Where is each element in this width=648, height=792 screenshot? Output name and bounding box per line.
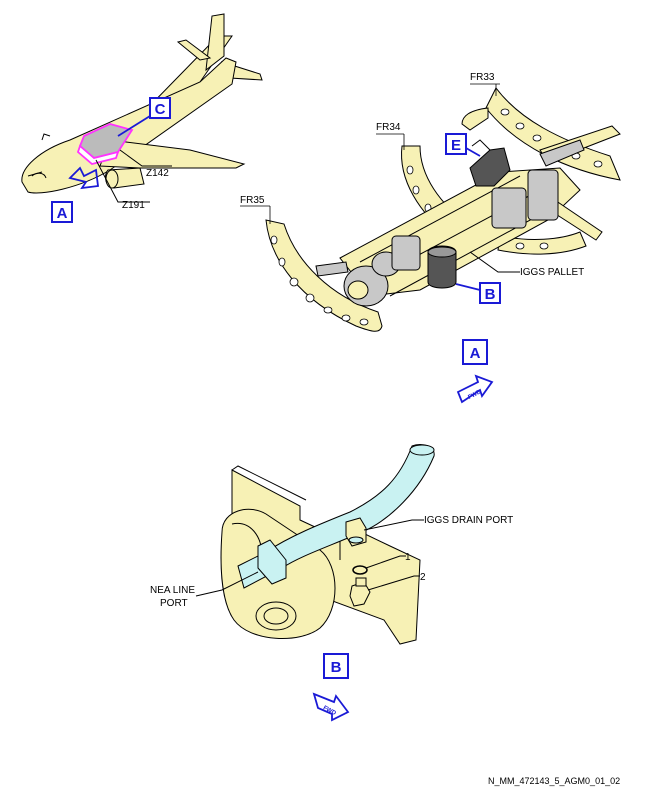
fwd-arrow-b-icon: FWD xyxy=(312,692,350,722)
aircraft-illustration xyxy=(21,13,263,203)
callout-box-b xyxy=(479,282,501,304)
callout-box-e xyxy=(445,133,467,155)
nea-line-label-line2: PORT xyxy=(160,598,188,609)
item-2-label: 2 xyxy=(420,572,426,583)
callout-c-label: C xyxy=(155,101,166,118)
view-b-title: B xyxy=(331,659,342,676)
fwd-arrow-icon: FWD xyxy=(456,374,494,404)
view-b-structure xyxy=(220,443,435,645)
frame-label-fr35: FR35 xyxy=(240,195,265,206)
frame-label-fr34: FR34 xyxy=(376,122,401,133)
frame-label-fr33: FR33 xyxy=(470,72,495,83)
fwd-label-b: FWD xyxy=(322,705,337,717)
document-id: N_MM_472143_5_AGM0_01_02 xyxy=(488,776,621,786)
nea-line-label-line1: NEA LINE xyxy=(150,585,195,596)
callout-b-label: B xyxy=(485,286,496,303)
iggs-drain-port-label: IGGS DRAIN PORT xyxy=(424,515,513,526)
item-1-label: 1 xyxy=(405,552,411,563)
view-a-title: A xyxy=(470,345,481,362)
zone-label-z191: Z191 xyxy=(122,200,145,211)
view-b-title-box xyxy=(323,653,349,679)
callout-a-label: A xyxy=(57,205,68,222)
iggs-pallet-label: IGGS PALLET xyxy=(520,267,584,278)
callout-box-c xyxy=(149,97,171,119)
view-a-structure xyxy=(265,87,621,332)
callout-box-a xyxy=(51,201,73,223)
zone-label-z142: Z142 xyxy=(146,168,169,179)
callout-e-label: E xyxy=(451,137,461,154)
view-a-title-box xyxy=(462,339,488,365)
